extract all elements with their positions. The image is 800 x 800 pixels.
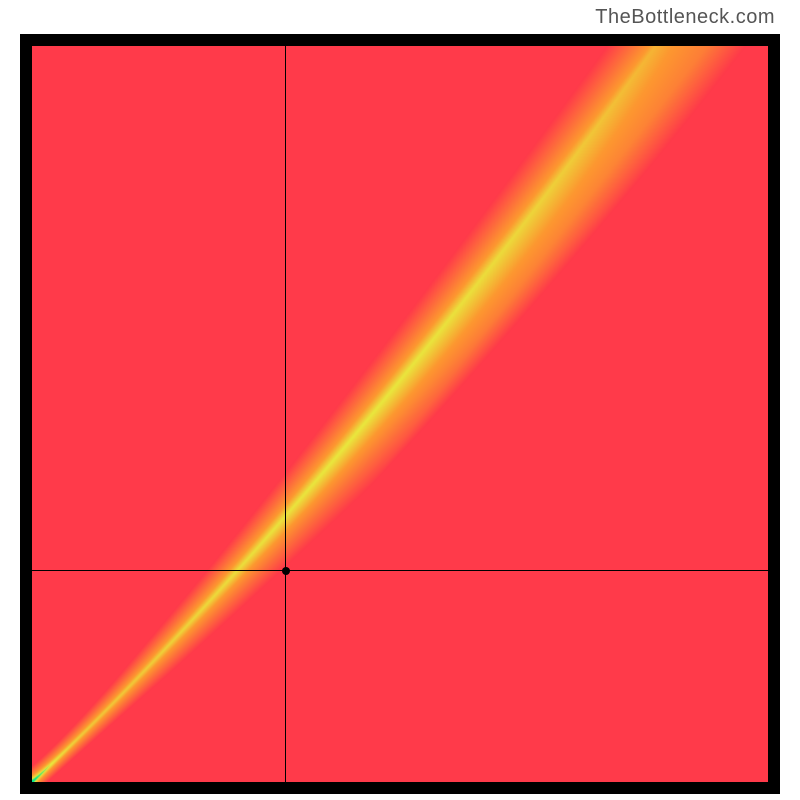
heatmap-canvas [32, 46, 768, 782]
chart-frame [20, 34, 780, 794]
crosshair-vertical [285, 46, 286, 782]
attribution-text: TheBottleneck.com [595, 6, 775, 29]
crosshair-marker [282, 567, 290, 575]
crosshair-horizontal [32, 570, 768, 571]
root-container: TheBottleneck.com [0, 0, 800, 800]
plot-area [32, 46, 768, 782]
